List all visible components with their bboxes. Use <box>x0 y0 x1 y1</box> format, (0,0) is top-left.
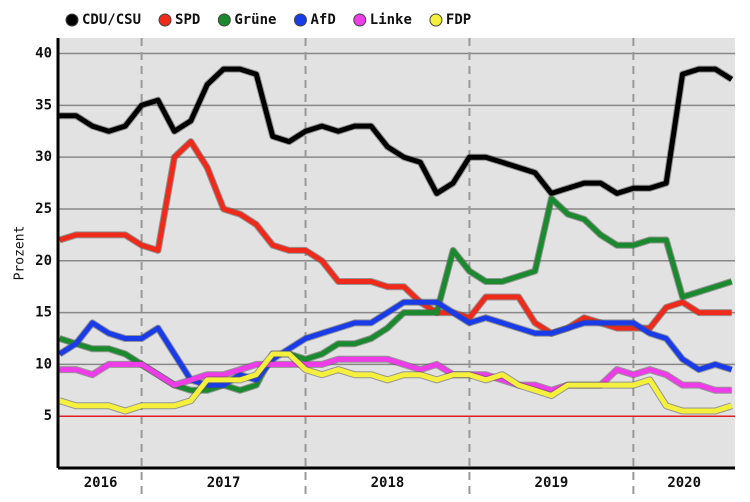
x-tick-label: 2018 <box>371 475 405 491</box>
legend-label: Linke <box>370 12 412 28</box>
legend-label: Grüne <box>234 12 276 28</box>
y-tick-label: 15 <box>35 305 52 321</box>
legend-label: SPD <box>175 12 200 28</box>
y-tick-label: 35 <box>35 97 52 113</box>
legend-marker <box>353 13 367 27</box>
y-tick-label: 10 <box>35 356 52 372</box>
plot-background <box>58 38 735 468</box>
y-tick-label: 30 <box>35 149 52 165</box>
legend-marker <box>429 13 443 27</box>
legend-marker <box>65 13 79 27</box>
x-tick-label: 2020 <box>667 475 701 491</box>
y-tick-label: 5 <box>44 408 52 424</box>
series-line <box>59 66 734 196</box>
y-tick-label: 20 <box>35 253 52 269</box>
legend-marker <box>158 13 172 27</box>
series-line <box>58 139 732 336</box>
legend-marker <box>293 13 307 27</box>
y-tick-label: 25 <box>35 201 52 217</box>
legend-label: CDU/CSU <box>82 12 141 28</box>
legend-label: FDP <box>446 12 471 28</box>
x-tick-label: 2019 <box>535 475 569 491</box>
x-tick-label: 2017 <box>207 475 241 491</box>
y-tick-label: 40 <box>35 46 52 62</box>
series-line <box>59 356 732 393</box>
y-axis-label: Prozent <box>13 226 28 281</box>
series-line <box>58 299 733 388</box>
x-tick-label: 2016 <box>84 475 118 491</box>
legend-marker <box>217 13 231 27</box>
legend-label: AfD <box>310 12 335 28</box>
series-line <box>58 351 733 414</box>
